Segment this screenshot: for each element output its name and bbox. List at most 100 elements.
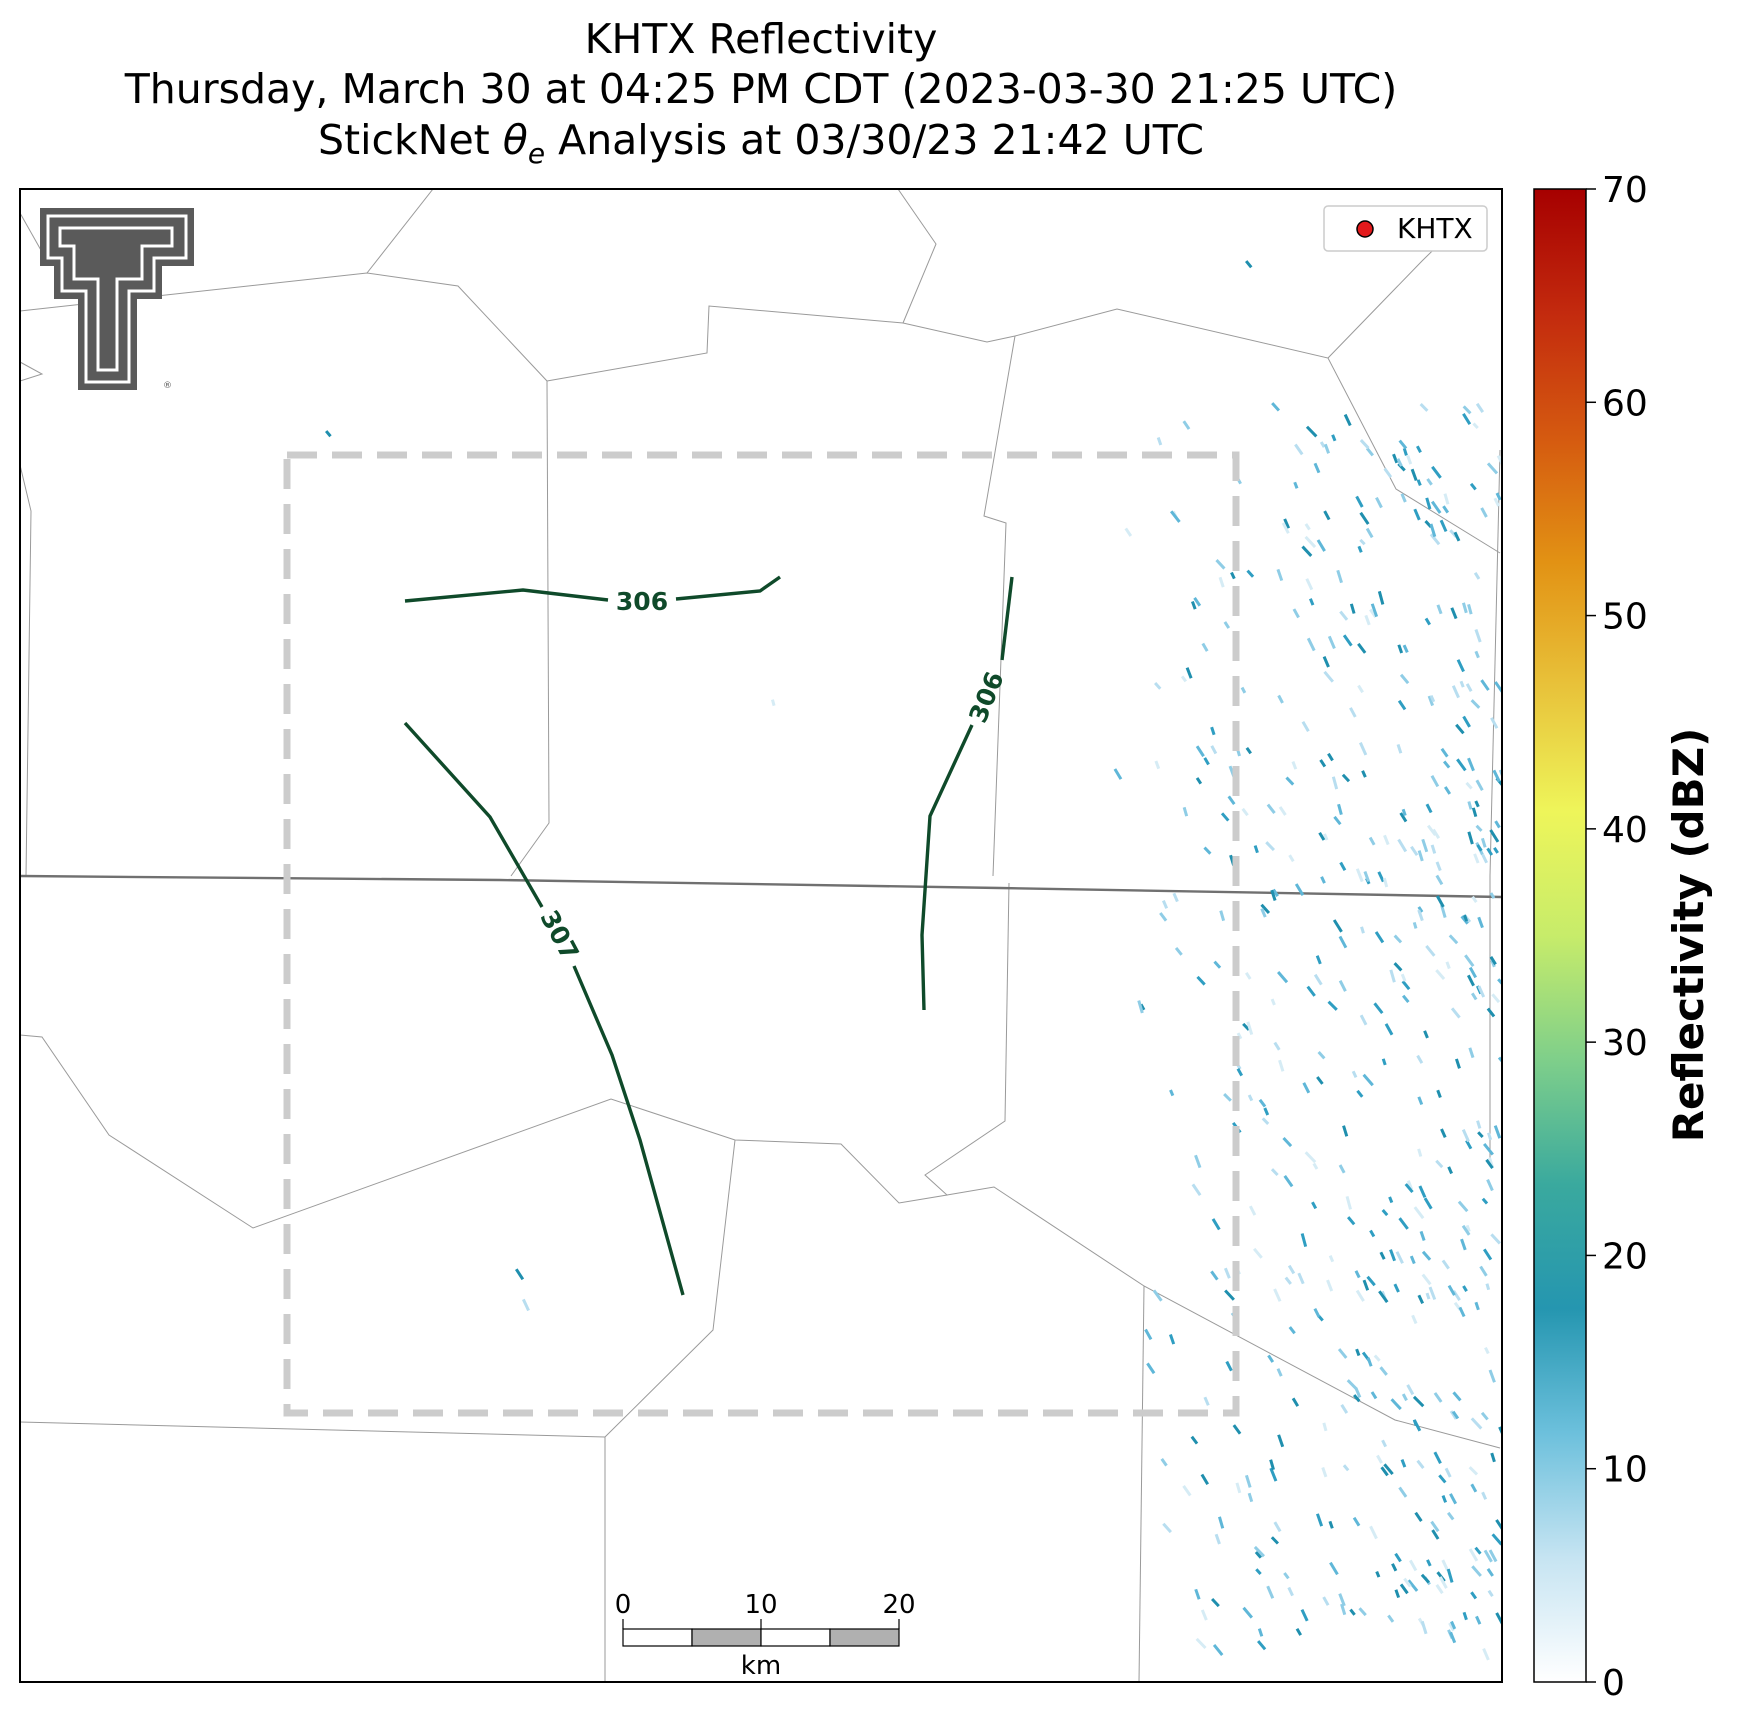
echo-pixel (1462, 1285, 1468, 1292)
echo-pixel (1432, 828, 1441, 839)
echo-pixel (1357, 642, 1367, 654)
echo-pixel (1361, 770, 1367, 778)
echo-pixel (1468, 1047, 1475, 1059)
echo-pixel (1318, 831, 1326, 841)
echo-pixel (1412, 1395, 1425, 1408)
echo-pixel (1377, 871, 1385, 883)
echo-pixel (1169, 1334, 1176, 1345)
echo-pixel (1349, 1608, 1356, 1616)
echo-pixel (1212, 1644, 1224, 1657)
echo-pixel (1214, 1533, 1221, 1545)
echo-pixel (1491, 993, 1501, 1004)
echo-pixel (1200, 1609, 1208, 1621)
colorbar-label: Reflectivity (dBZ) (1664, 728, 1713, 1143)
echo-pixel (1241, 807, 1249, 817)
echo-pixel (1462, 405, 1472, 415)
echo-pixel (1438, 1474, 1447, 1484)
contour-306-west-segment-a (404, 588, 609, 603)
county-line (1489, 449, 1501, 877)
echo-pixel (1483, 1143, 1494, 1156)
echo-pixel (1465, 1139, 1473, 1150)
echo-pixel (1276, 1368, 1283, 1377)
echo-pixel (1433, 1392, 1443, 1403)
echo-pixel (1232, 1424, 1242, 1435)
title-line-2: Thursday, March 30 at 04:25 PM CDT (2023… (124, 65, 1398, 113)
echo-pixel (1393, 1283, 1400, 1293)
echo-pixel (1461, 1128, 1470, 1143)
double-t-inner-t (58, 226, 174, 372)
echo-pixel (1278, 1059, 1285, 1072)
echo-pixel (1440, 747, 1449, 758)
title-line-1: KHTX Reflectivity (585, 15, 938, 63)
echo-pixel (1393, 934, 1403, 944)
echo-pixel (1194, 1154, 1202, 1169)
echo-pixel (1423, 1030, 1429, 1039)
echo-pixel (1194, 1588, 1201, 1600)
echo-pixel (1273, 1521, 1282, 1533)
echo-pixel (1431, 465, 1442, 479)
legend-label: KHTX (1397, 212, 1473, 245)
echo-pixel (1497, 978, 1502, 986)
scale-segment (760, 1628, 831, 1647)
echo-pixel (1323, 510, 1331, 521)
echo-pixel (1475, 824, 1483, 832)
echo-pixel (1338, 935, 1348, 949)
county-line (20, 464, 32, 877)
echo-pixel (1338, 980, 1347, 992)
echo-pixel (1435, 1159, 1444, 1169)
echo-pixel (1435, 874, 1444, 886)
echo-pixel (1484, 1346, 1490, 1355)
echo-pixel (1359, 511, 1370, 525)
echo-pixel (1495, 492, 1502, 501)
echo-pixel (1450, 607, 1458, 620)
echo-pixel (1401, 980, 1411, 991)
echo-pixel (1417, 909, 1424, 922)
echo-pixel (1357, 545, 1363, 553)
colorbar-tick-label: 30 (1602, 1023, 1648, 1064)
echo-pixel (1468, 1466, 1479, 1476)
echo-pixel (1210, 1270, 1219, 1281)
echo-pixel (1395, 1251, 1404, 1264)
echo-pixel (1323, 833, 1329, 841)
echo-pixel (1410, 468, 1418, 481)
echo-pixel (1301, 545, 1313, 557)
echo-pixel (1421, 838, 1429, 853)
echo-pixel (1267, 1354, 1275, 1363)
echo-pixel (1430, 500, 1442, 514)
echo-pixel (1309, 598, 1315, 606)
echo-pixel (1444, 786, 1452, 795)
echo-pixel (1448, 1622, 1455, 1632)
echo-pixel (1245, 746, 1252, 755)
echo-pixel (1439, 519, 1448, 533)
echo-pixel (1315, 1513, 1324, 1527)
contour-306-east-segment-b (920, 724, 974, 1011)
scale-bar: 0 10 20 km (615, 1590, 916, 1681)
echo-pixel (1366, 1275, 1376, 1287)
echo-pixel (1403, 1577, 1412, 1588)
echo-pixel (1475, 402, 1485, 413)
echo-pixel (1425, 945, 1436, 957)
echo-pixel (1423, 1197, 1433, 1210)
echo-pixel (1397, 699, 1407, 711)
echo-pixel (1487, 1132, 1493, 1141)
echo-pixel (1381, 1058, 1387, 1066)
echo-pixel (1211, 1218, 1221, 1231)
echo-pixel (1441, 1495, 1448, 1503)
echo-pixel (1329, 1561, 1339, 1576)
echo-pixel (1406, 455, 1413, 465)
echo-pixel (1451, 685, 1460, 699)
colorbar-tick-label: 0 (1602, 1663, 1625, 1704)
echo-pixel (1219, 910, 1226, 922)
echo-pixel (1418, 1185, 1427, 1199)
echo-pixel (1447, 1511, 1455, 1521)
echo-pixel (1283, 1174, 1294, 1188)
echo-pixel (1485, 1283, 1491, 1291)
echo-pixel (1402, 447, 1408, 456)
echo-pixel (1400, 1459, 1407, 1468)
echo-pixel (1182, 1484, 1192, 1497)
echo-pixel (1497, 1056, 1502, 1066)
echo-pixel (1332, 919, 1343, 933)
echo-pixel (1502, 942, 1510, 956)
echo-pixel (1253, 1545, 1265, 1558)
colorbar-tick-label: 40 (1602, 810, 1648, 851)
